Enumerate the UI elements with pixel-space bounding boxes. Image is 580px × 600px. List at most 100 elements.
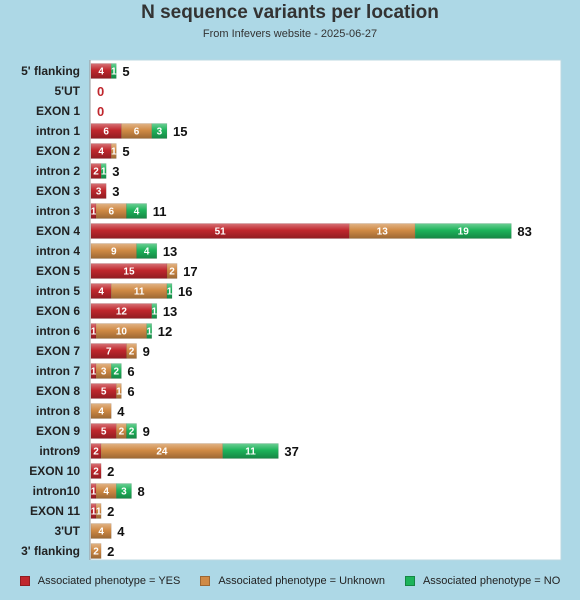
- bar-segment: [90, 183, 107, 199]
- bar-segment: [111, 143, 117, 159]
- category-label: EXON 7: [36, 344, 80, 358]
- segment-value-label: 3: [96, 187, 102, 198]
- bar-segment: [414, 223, 512, 239]
- segment-value-label: 4: [98, 147, 104, 158]
- segment-value-label: 1: [111, 67, 117, 78]
- category-label: EXON 8: [36, 384, 80, 398]
- total-label: 3: [112, 184, 119, 199]
- segment-value-label: 4: [98, 67, 104, 78]
- category-label: intron 8: [36, 404, 80, 418]
- legend-swatch: [404, 576, 415, 586]
- segment-value-label: 1: [91, 367, 97, 378]
- total-label: 37: [284, 444, 298, 459]
- category-label: intron 1: [36, 124, 80, 138]
- total-label: 5: [122, 144, 129, 159]
- legend-label: Associated phenotype = YES: [37, 575, 181, 587]
- segment-value-label: 24: [156, 447, 168, 458]
- segment-value-label: 2: [169, 267, 175, 278]
- total-label: 2: [107, 544, 114, 559]
- segment-value-label: 2: [93, 547, 99, 558]
- segment-value-label: 2: [119, 427, 125, 438]
- total-label: 2: [107, 464, 114, 479]
- segment-value-label: 4: [134, 207, 140, 218]
- total-label: 4: [117, 404, 125, 419]
- bar-segment: [95, 503, 102, 519]
- segment-value-label: 3: [157, 127, 163, 138]
- category-label: intron 2: [36, 164, 80, 178]
- category-label: EXON 5: [36, 264, 80, 278]
- category-label: EXON 11: [30, 504, 80, 518]
- category-label: intron 4: [36, 244, 80, 258]
- segment-value-label: 7: [106, 347, 112, 358]
- segment-value-label: 1: [91, 487, 97, 498]
- segment-value-label: 9: [111, 247, 117, 258]
- segment-value-label: 6: [103, 127, 109, 138]
- category-label: 5'UT: [54, 84, 80, 98]
- segment-value-label: 1: [91, 327, 97, 338]
- legend-item[interactable]: Associated phenotype = NO: [404, 575, 560, 587]
- segment-value-label: 1: [91, 507, 97, 518]
- bar-segment: [90, 463, 102, 479]
- total-label: 6: [127, 384, 134, 399]
- segment-value-label: 4: [144, 247, 150, 258]
- category-label: EXON 2: [36, 144, 80, 158]
- category-label: intron 7: [36, 364, 80, 378]
- segment-value-label: 4: [98, 287, 104, 298]
- segment-value-label: 3: [121, 487, 127, 498]
- bar-segment: [116, 483, 132, 499]
- segment-value-label: 4: [98, 407, 104, 418]
- segment-value-label: 2: [93, 467, 99, 478]
- segment-value-label: 1: [101, 167, 107, 178]
- bar-segment: [90, 543, 102, 559]
- segment-value-label: 1: [91, 207, 97, 218]
- bar-segment: [126, 343, 137, 359]
- bar-segment: [222, 443, 279, 459]
- segment-value-label: 4: [98, 527, 104, 538]
- chart-legend: Associated phenotype = YES Associated phe…: [0, 575, 580, 587]
- segment-value-label: 51: [215, 227, 227, 238]
- segment-value-label: 4: [103, 487, 109, 498]
- segment-value-label: 15: [123, 267, 135, 278]
- bar-segment: [111, 63, 117, 79]
- segment-value-label: 2: [129, 427, 135, 438]
- bar-segment: [166, 283, 173, 299]
- segment-value-label: 13: [377, 227, 389, 238]
- bar-segment: [90, 523, 112, 539]
- chart-subtitle: From Infevers website - 2025-06-27: [202, 28, 378, 40]
- total-label: 8: [138, 484, 145, 499]
- segment-value-label: 11: [245, 447, 256, 458]
- bar-segment: [116, 383, 122, 399]
- segment-value-label: 2: [114, 367, 120, 378]
- category-label: 3'UT: [54, 524, 80, 538]
- legend-item[interactable]: Associated phenotype = YES: [19, 575, 181, 587]
- segment-value-label: 12: [116, 307, 128, 318]
- bar-segment: [95, 363, 112, 379]
- bar-segment: [100, 163, 107, 179]
- category-label: EXON 4: [36, 224, 80, 238]
- total-label: 4: [117, 524, 125, 539]
- total-label: 0: [97, 104, 104, 119]
- segment-value-label: 2: [129, 347, 135, 358]
- category-label: intron 6: [36, 324, 80, 338]
- bar-segment: [111, 363, 122, 379]
- segment-value-label: 1: [116, 387, 122, 398]
- total-label: 2: [107, 504, 114, 519]
- segment-value-label: 3: [101, 367, 107, 378]
- segment-value-label: 6: [134, 127, 140, 138]
- total-label: 5: [122, 64, 129, 79]
- segment-value-label: 1: [152, 307, 158, 318]
- total-label: 16: [178, 284, 192, 299]
- total-label: 13: [163, 244, 177, 259]
- legend-item[interactable]: Associated phenotype = Unknown: [200, 575, 385, 587]
- total-label: 0: [97, 84, 104, 99]
- bar-segment: [126, 203, 147, 219]
- segment-value-label: 1: [146, 327, 152, 338]
- total-label: 6: [127, 364, 134, 379]
- total-label: 83: [517, 224, 531, 239]
- chart-title: N sequence variants per location: [141, 2, 439, 23]
- category-label: EXON 3: [36, 184, 80, 198]
- total-label: 17: [183, 264, 197, 279]
- category-label: EXON 9: [36, 424, 80, 438]
- segment-value-label: 1: [96, 507, 102, 518]
- total-label: 12: [158, 324, 172, 339]
